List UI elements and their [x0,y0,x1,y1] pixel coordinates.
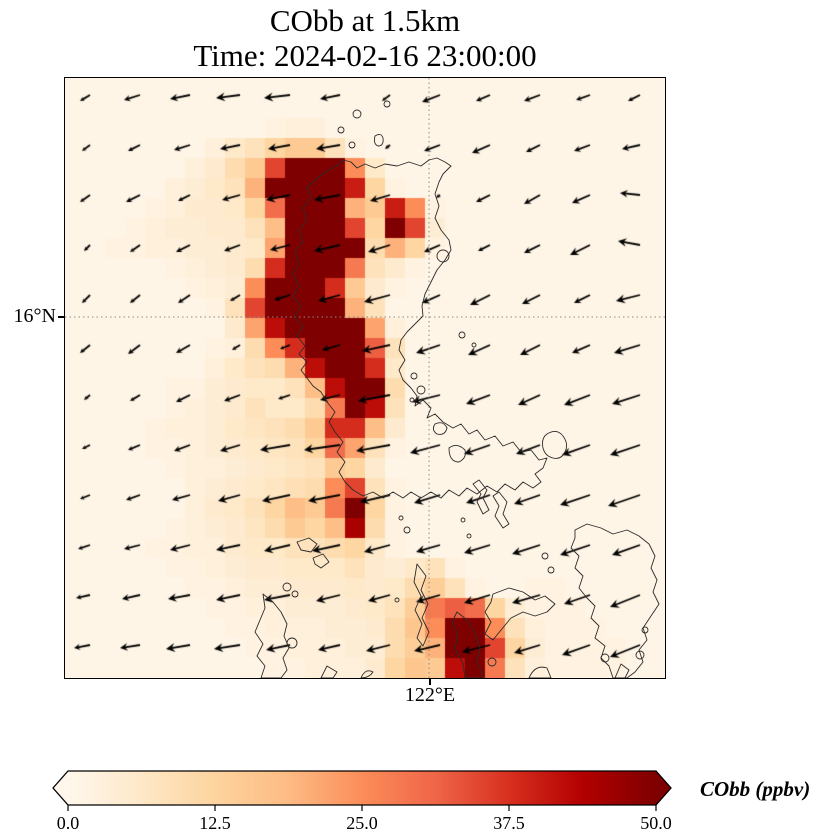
islet-outline [410,372,418,380]
colorbar: 0.0 12.5 25.0 37.5 50.0 CObb (ppbv) [52,770,810,833]
y-tick-mark [58,316,65,318]
coastline-path [614,663,630,678]
islet-outline [547,566,555,574]
islet-outline [337,126,345,134]
islet-outline [416,385,426,395]
chart-subtitle: Time: 2024-02-16 23:00:00 [193,38,537,73]
islet-outline [471,342,477,348]
colorbar-tick-label: 12.5 [199,813,231,833]
colorbar-label: CObb (ppbv) [700,777,810,801]
islet-outline [436,249,450,263]
islet-outline [600,653,610,663]
x-tick-mark [429,678,431,685]
coastline-path [570,523,660,678]
x-tick-label: 122°E [404,684,456,706]
islet-outline [466,533,472,539]
colorbar-ticks: 0.0 12.5 25.0 37.5 50.0 [57,805,672,833]
coastline-path [492,491,510,529]
islet-outline [282,582,292,592]
coastline-path [448,445,466,463]
islet-outline [409,397,415,403]
map-plot-area [64,77,666,679]
islet-outline [487,657,497,667]
coastline-path [451,611,485,678]
coastline-path [472,479,490,515]
coastline-path [413,563,430,647]
islet-outline [641,626,649,634]
islet-outline [541,552,549,560]
colorbar-tick-label: 37.5 [493,813,525,833]
coastlines-svg [65,78,665,678]
islet-outline [291,590,299,598]
y-tick-label: 16°N [13,305,56,327]
islet-outline [286,637,298,649]
coastline-path [373,133,384,147]
coastline-path [254,593,290,678]
coastline-path [528,666,552,678]
islet-outline [460,517,466,523]
coastline-path [292,157,548,499]
islet-outline [394,597,400,603]
colorbar-tick-label: 0.0 [57,813,80,833]
islet-outline [635,650,645,660]
islet-outline [403,526,411,534]
islet-outline [352,109,362,119]
coastline-path [320,665,338,678]
coastline-path [296,537,318,553]
colorbar-tick-label: 25.0 [346,813,378,833]
heatmap-quiver-canvas [65,78,665,678]
coastline-path [360,670,374,678]
islet-outline [458,331,466,339]
colorbar-tick-label: 50.0 [640,813,672,833]
coastline-path [312,553,330,569]
coastline-path [542,431,568,459]
islet-outline [398,515,404,521]
islet-outline [383,100,391,108]
coastline-path [432,422,448,435]
chart-title: CObb at 1.5km [269,3,461,38]
colorbar-bar [52,770,672,806]
coastline-path [484,587,556,641]
islet-outline [348,141,356,149]
